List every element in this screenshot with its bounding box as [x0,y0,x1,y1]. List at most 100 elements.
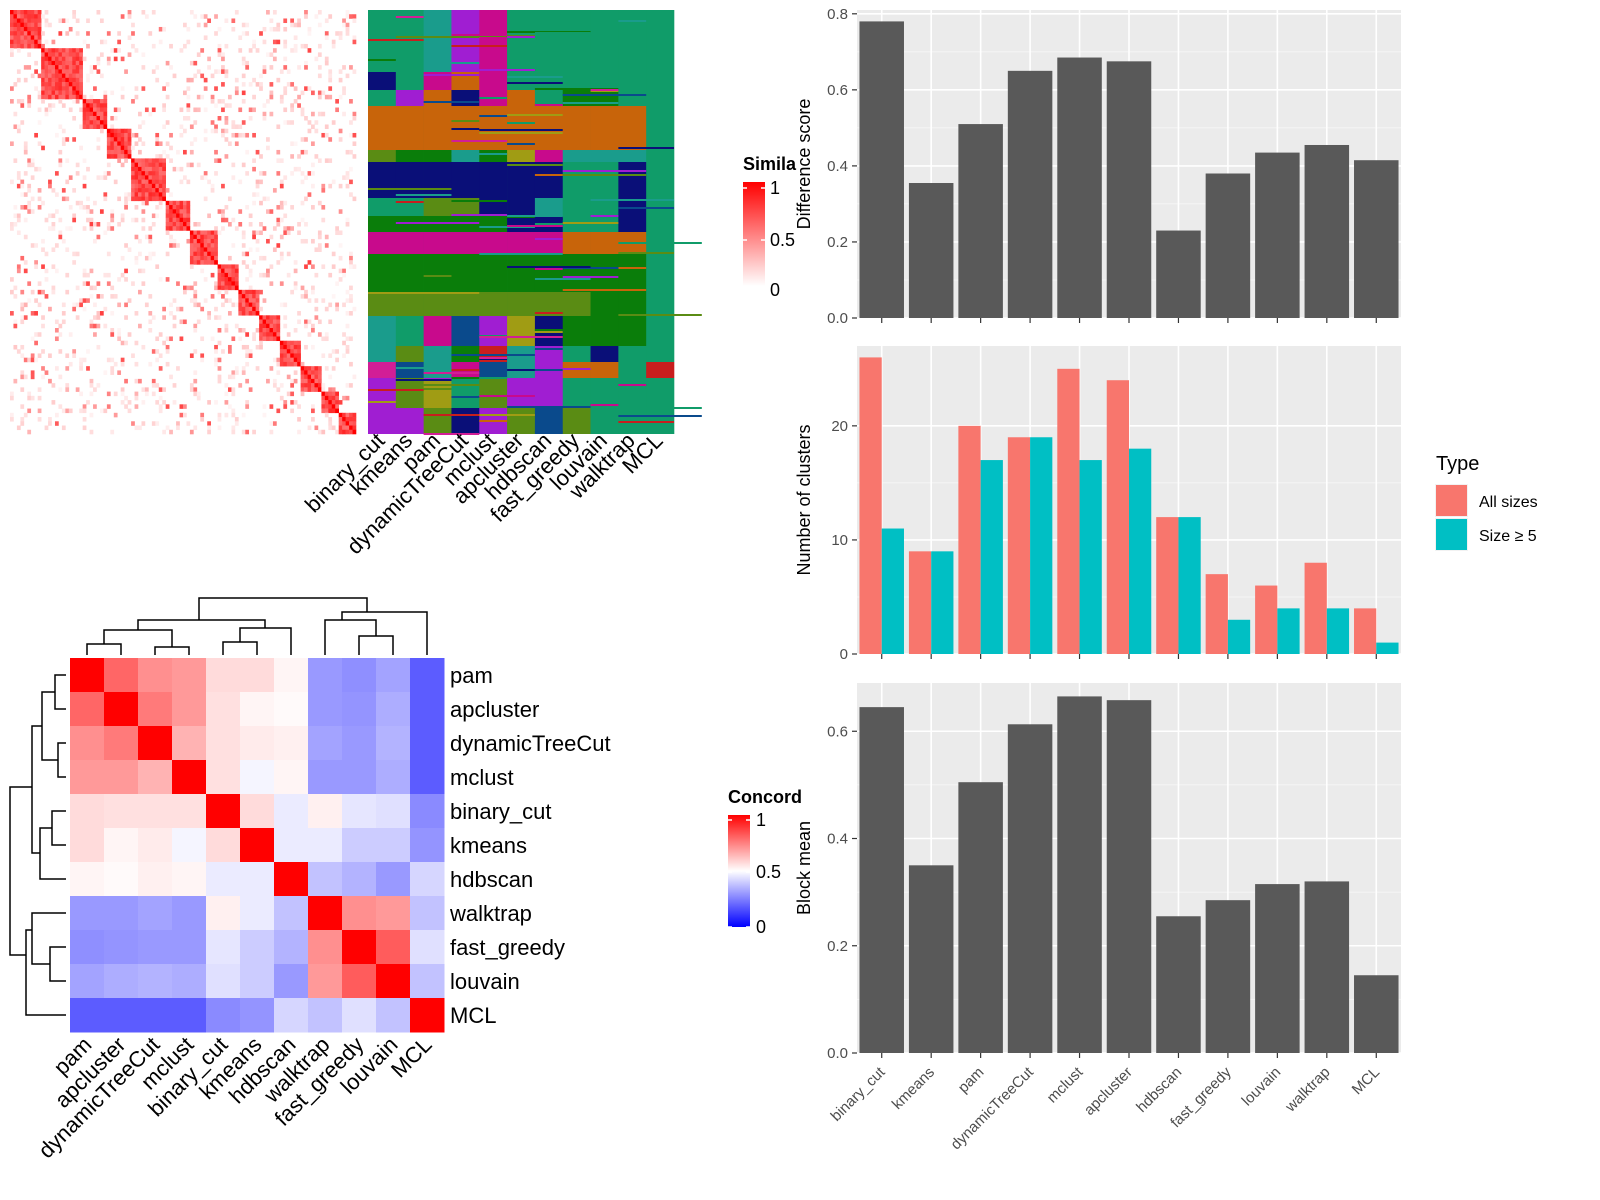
similarity-cell [252,192,256,197]
similarity-cell [93,387,97,392]
similarity-cell [10,222,14,227]
similarity-cell [169,374,173,380]
similarity-cell [54,73,59,79]
similarity-cell [231,272,236,278]
similarity-cell [304,60,308,66]
concordance-cell [342,930,377,965]
similarity-cell [20,370,25,375]
similarity-cell [165,349,170,354]
membership-cell [590,150,619,162]
similarity-cell [324,400,329,405]
similarity-cell [99,175,104,180]
similarity-cell [352,14,357,19]
similarity-cell [72,188,77,193]
similarity-cell [293,357,298,363]
similarity-cell [272,39,277,45]
membership-stripe [395,367,452,369]
similarity-cell [352,111,357,117]
similarity-cell [203,251,208,257]
clusters-bar [908,551,932,654]
similarity-cell [304,264,308,269]
similarity-cell [297,404,301,409]
similarity-cell [34,60,38,66]
similarity-cell [75,52,80,57]
similarity-cell [183,404,187,409]
similarity-cell [200,14,205,19]
similarity-cell [338,421,343,426]
similarity-cell [183,149,187,155]
concordance-cell [138,692,173,727]
similarity-cell [155,336,160,342]
similarity-cell [138,196,142,202]
similarity-cell [34,43,38,49]
membership-stripe [507,164,563,166]
concordance-cell [240,828,275,863]
similarity-cell [300,374,305,380]
concordance-cell [70,828,105,863]
similarity-cell [72,56,77,62]
similarity-cell [269,404,274,409]
difference-y-tick-label: 0.4 [827,158,848,175]
similarity-cell [37,395,42,401]
similarity-cell [317,378,322,384]
similarity-cell [75,60,80,66]
similarity-cell [321,183,326,189]
similarity-cell [345,175,350,180]
membership-stripe [479,97,508,99]
similarity-cell [20,417,25,422]
membership-stripe [618,147,674,149]
similarity-cell [224,69,229,74]
similarity-cell [148,162,153,168]
similarity-cell [179,412,184,418]
similarity-cell [183,217,187,223]
similarity-cell [61,69,66,74]
similarity-cell [44,111,49,117]
similarity-cell [48,183,52,189]
membership-cell [507,292,536,316]
similarity-cell [34,86,38,91]
similarity-cell [144,183,149,189]
membership-stripe [562,267,619,269]
similarity-cell [297,230,301,236]
similarity-cell [262,328,267,333]
similarity-cell [54,132,59,138]
similarity-cell [338,137,343,142]
similarity-cell [183,175,187,180]
similarity-cell [231,412,236,418]
similarity-cell [13,344,18,350]
similarity-cell [10,311,14,316]
similarity-cell [349,14,353,19]
similarity-cell [120,255,125,261]
similarity-cell [144,14,149,19]
similarity-cell [99,107,104,113]
similarity-cell [41,349,45,354]
similarity-cell [72,94,77,100]
similarity-cell [110,209,115,214]
similarity-cell [207,260,211,265]
similarity-cell [255,149,260,155]
membership-stripe [590,215,619,217]
similarity-cell [179,319,184,325]
similarity-cell [93,103,97,108]
similarity-cell [155,175,160,180]
similarity-cell [51,90,56,96]
similarity-cell [266,315,270,320]
similarity-cell [155,196,160,202]
blockmean-x-tick-label: kmeans [889,1064,938,1113]
similarity-cell [279,200,284,206]
similarity-cell [124,268,128,274]
similarity-cell [141,65,146,70]
similarity-cell [331,404,336,409]
similarity-cell [48,86,52,91]
similarity-cell [283,65,288,70]
similarity-cell [30,175,35,180]
similarity-cell [317,94,322,100]
similarity-cell [155,171,160,176]
similarity-cell [37,196,42,202]
similarity-cell [127,154,132,159]
similarity-cell [241,90,246,96]
membership-cell [479,292,508,316]
similarity-cell [27,103,32,108]
similarity-cell [48,179,52,185]
similarity-cell [48,82,52,87]
